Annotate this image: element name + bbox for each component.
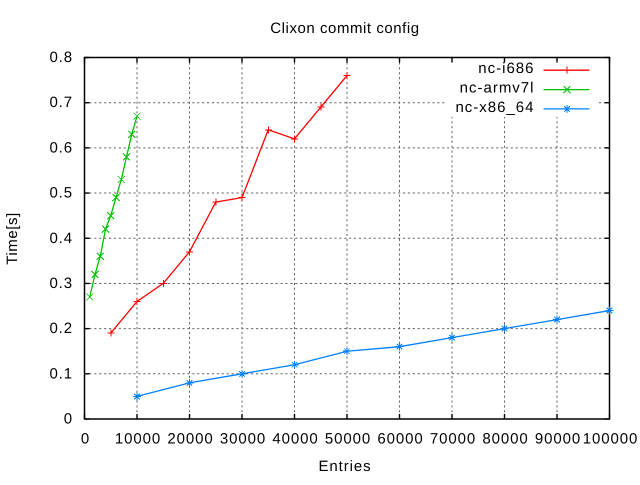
svg-text:Time[s]: Time[s] [4, 212, 21, 264]
svg-text:0.1: 0.1 [49, 365, 73, 382]
svg-text:nc-armv7l: nc-armv7l [460, 80, 535, 97]
svg-text:10000: 10000 [115, 431, 161, 448]
svg-text:80000: 80000 [482, 431, 528, 448]
svg-text:0: 0 [81, 431, 90, 448]
svg-text:40000: 40000 [272, 431, 318, 448]
svg-text:60000: 60000 [377, 431, 423, 448]
svg-text:0.5: 0.5 [49, 185, 73, 202]
svg-text:100000: 100000 [583, 431, 638, 448]
svg-text:0.7: 0.7 [49, 94, 73, 111]
svg-text:30000: 30000 [220, 431, 266, 448]
svg-text:0.8: 0.8 [49, 49, 73, 66]
svg-text:90000: 90000 [535, 431, 581, 448]
svg-text:0.4: 0.4 [49, 230, 73, 247]
svg-text:Clixon commit config: Clixon commit config [270, 20, 419, 37]
svg-text:Entries: Entries [319, 458, 372, 475]
svg-text:50000: 50000 [325, 431, 371, 448]
svg-text:20000: 20000 [167, 431, 213, 448]
svg-text:nc-i686: nc-i686 [478, 60, 534, 77]
svg-text:0.2: 0.2 [49, 320, 73, 337]
svg-text:nc-x86_64: nc-x86_64 [455, 99, 534, 116]
svg-text:70000: 70000 [430, 431, 476, 448]
svg-text:0.3: 0.3 [49, 275, 73, 292]
svg-text:0: 0 [64, 411, 73, 428]
svg-text:0.6: 0.6 [49, 139, 73, 156]
